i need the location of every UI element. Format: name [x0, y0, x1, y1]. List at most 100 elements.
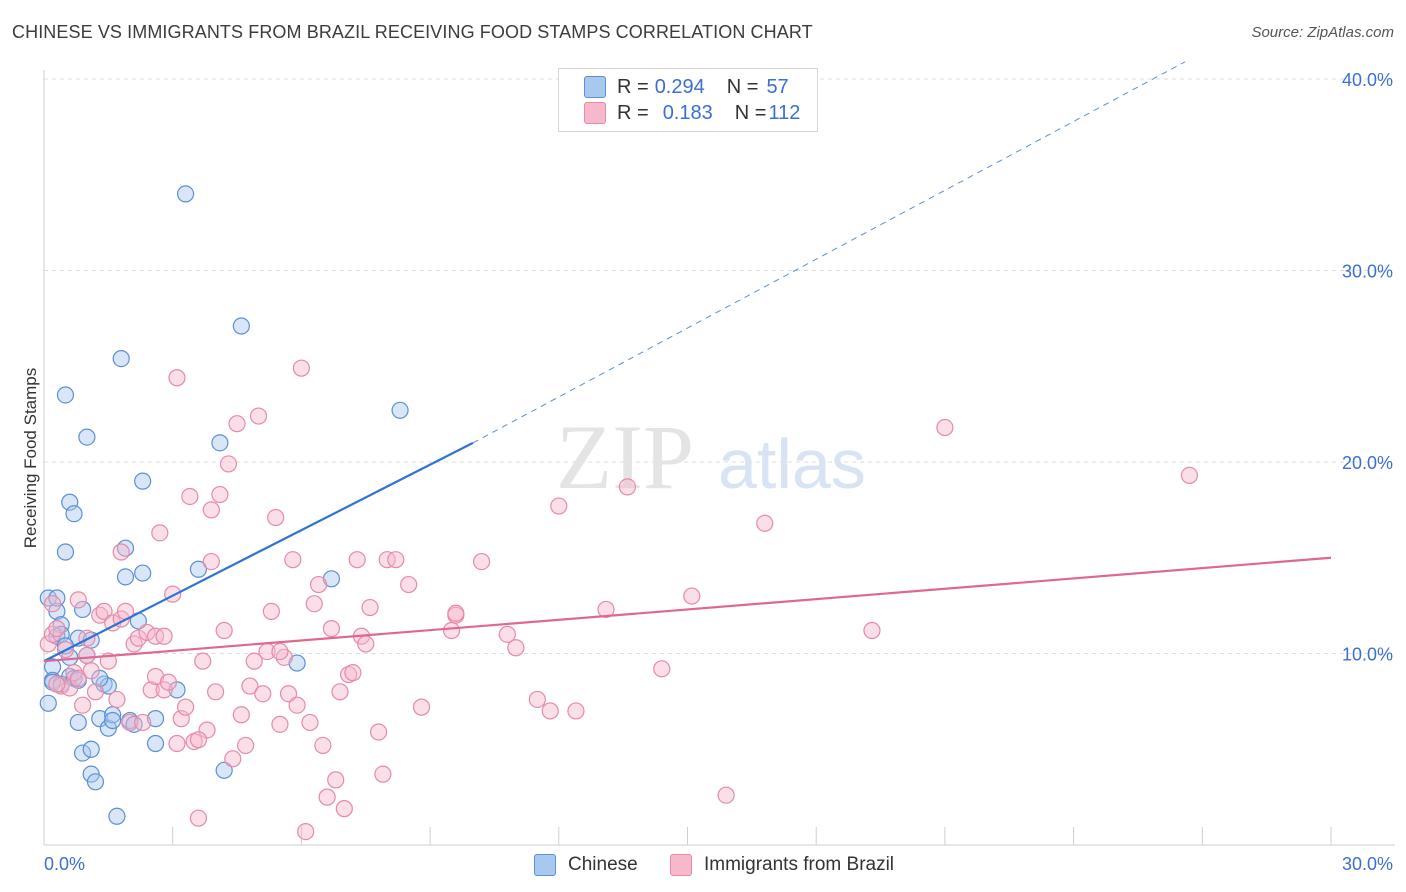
n-value: 57 — [766, 75, 789, 98]
point-brazil — [567, 702, 585, 720]
point-brazil — [348, 551, 366, 569]
watermark-zip: ZIP — [556, 406, 694, 508]
point-chinese — [69, 713, 87, 732]
point-brazil — [618, 478, 637, 496]
point-brazil — [374, 765, 392, 783]
point-brazil — [507, 639, 525, 657]
point-brazil — [271, 642, 289, 661]
point-brazil — [442, 621, 461, 640]
r-value: 0.183 — [662, 101, 713, 124]
legend-item-chinese: Chinese — [534, 852, 638, 878]
point-brazil — [309, 575, 328, 594]
point-brazil — [112, 543, 130, 561]
point-brazil — [215, 621, 233, 640]
legend-swatch-brazil — [584, 102, 606, 124]
point-chinese — [176, 185, 195, 203]
n-value: 112 — [768, 101, 801, 124]
stats-legend: R = 0.294 N = 57 R = 0.183 N = 112 — [558, 68, 818, 132]
point-brazil — [297, 822, 315, 841]
trendline-chinese-extension — [472, 61, 1186, 444]
axis-labels: 10.0% 20.0% 30.0% 40.0% 0.0% 30.0% Receiving F… — [21, 70, 1393, 874]
point-brazil — [245, 652, 263, 670]
legend-swatch-brazil — [670, 854, 692, 876]
y-axis-label: Receiving Food Stamps — [21, 368, 40, 548]
point-brazil — [301, 713, 319, 732]
trendline-brazil — [43, 556, 1332, 663]
point-chinese — [112, 349, 130, 368]
point-brazil — [176, 698, 195, 716]
point-brazil — [39, 635, 57, 653]
scatter-points — [39, 185, 1199, 841]
y-tick-label: 20.0% — [1342, 453, 1393, 473]
point-brazil — [412, 698, 431, 716]
y-tick-label: 30.0% — [1342, 262, 1393, 282]
point-chinese — [78, 428, 96, 446]
point-chinese — [134, 472, 152, 490]
point-brazil — [267, 508, 285, 527]
point-chinese — [91, 710, 109, 728]
point-chinese — [104, 711, 122, 730]
point-brazil — [224, 750, 242, 768]
point-brazil — [151, 524, 169, 542]
point-brazil — [168, 734, 186, 753]
point-chinese — [391, 401, 409, 419]
point-brazil — [357, 635, 375, 653]
point-brazil — [756, 514, 774, 532]
point-chinese — [215, 761, 233, 779]
point-chinese — [39, 694, 57, 712]
point-chinese — [65, 505, 83, 523]
point-brazil — [400, 575, 418, 594]
point-chinese — [43, 658, 62, 676]
legend-swatch-chinese — [534, 854, 556, 876]
point-chinese — [74, 600, 92, 619]
point-brazil — [95, 602, 113, 620]
point-brazil — [211, 485, 229, 504]
point-brazil — [262, 602, 280, 620]
point-brazil — [189, 731, 208, 749]
point-brazil — [207, 683, 225, 701]
watermark-atlas: atlas — [718, 425, 866, 503]
legend-label-chinese: Chinese — [568, 854, 638, 875]
x-tick-label: 30.0% — [1342, 854, 1393, 874]
r-label: R = — [617, 75, 649, 98]
source-credit: Source: ZipAtlas.com — [1251, 24, 1394, 41]
point-chinese — [232, 317, 250, 335]
point-brazil — [48, 620, 66, 638]
point-brazil — [322, 620, 341, 638]
point-brazil — [241, 677, 259, 695]
point-brazil — [69, 669, 87, 687]
y-tick-label: 10.0% — [1342, 645, 1393, 665]
point-brazil — [74, 696, 92, 714]
point-chinese — [189, 560, 208, 578]
point-brazil — [361, 598, 379, 617]
chart-title: CHINESE VS IMMIGRANTS FROM BRAZIL RECEIV… — [12, 22, 813, 42]
point-brazil — [370, 723, 388, 741]
n-label: N = — [734, 101, 767, 124]
point-brazil — [550, 497, 568, 515]
r-value: 0.294 — [654, 75, 705, 98]
point-brazil — [344, 664, 362, 682]
point-brazil — [541, 702, 559, 720]
watermark: ZIP atlas — [556, 406, 866, 508]
point-brazil — [331, 683, 349, 701]
trend-lines — [43, 61, 1332, 663]
point-brazil — [314, 736, 332, 755]
point-brazil — [142, 681, 160, 699]
point-brazil — [155, 627, 173, 645]
point-brazil — [292, 359, 310, 377]
point-brazil — [78, 646, 96, 665]
point-brazil — [597, 600, 615, 619]
point-brazil — [653, 660, 671, 678]
point-chinese — [116, 568, 135, 586]
point-chinese — [146, 710, 165, 728]
point-brazil — [254, 685, 272, 703]
point-brazil — [134, 713, 152, 732]
point-brazil — [138, 623, 156, 642]
point-chinese — [134, 564, 152, 582]
y-tick-label: 40.0% — [1342, 70, 1393, 90]
legend-item-brazil: Immigrants from Brazil — [670, 852, 894, 878]
point-brazil — [305, 595, 323, 613]
point-brazil — [863, 621, 881, 640]
point-chinese — [108, 807, 126, 825]
